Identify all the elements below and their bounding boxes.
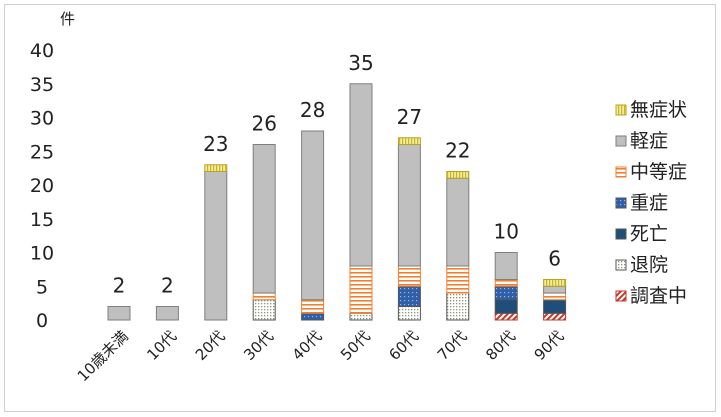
bar-segment <box>301 299 325 314</box>
legend-swatch <box>615 259 627 271</box>
bar-total-label: 26 <box>251 112 276 136</box>
bar-total-label: 22 <box>445 139 470 163</box>
bar-total-label: 10 <box>493 220 518 244</box>
bar-segment <box>252 299 276 321</box>
legend-label: 死亡 <box>630 223 668 245</box>
bar-segment <box>494 285 518 301</box>
x-tick-label: 50代 <box>337 327 374 364</box>
bar-segment <box>446 292 470 321</box>
bar-segment <box>446 265 470 294</box>
x-tick-label: 60代 <box>385 327 422 364</box>
legend-label: 重症 <box>630 192 668 214</box>
bar-segment <box>494 279 518 287</box>
bar-total-label: 23 <box>203 132 228 156</box>
x-tick-label: 20代 <box>192 327 229 364</box>
bar-total-label: 27 <box>397 105 422 129</box>
bar-segment <box>543 279 567 287</box>
legend-label: 中等症 <box>630 161 687 183</box>
x-tick-label: 10歳未満 <box>74 327 132 385</box>
y-tick-label: 5 <box>36 276 48 298</box>
bar-segment <box>349 312 373 321</box>
bar-segment <box>397 265 421 287</box>
bar-segment <box>349 265 373 314</box>
bars-group <box>107 83 567 321</box>
y-axis-ticks: 0 5 10 15 20 25 30 35 40 <box>30 40 54 332</box>
bar-segment <box>397 306 421 321</box>
y-tick-label: 40 <box>30 40 54 62</box>
y-tick-label: 35 <box>30 74 54 96</box>
bar-segment <box>446 171 470 179</box>
bar-segment <box>252 144 276 294</box>
bar-segment <box>349 83 373 267</box>
bar-segment <box>204 171 228 321</box>
bar-segment <box>301 312 325 321</box>
bar-total-label: 2 <box>161 274 174 298</box>
bar-segment <box>397 144 421 267</box>
bar-total-label: 2 <box>113 274 126 298</box>
legend-swatch <box>615 104 627 116</box>
bar-segment <box>252 292 276 301</box>
x-axis-labels: 10歳未満 10代 20代 30代 40代 50代 60代 70代 80代 90代 <box>74 327 568 385</box>
bar-segment <box>494 299 518 314</box>
bar-total-label: 28 <box>300 98 325 122</box>
y-tick-label: 25 <box>30 141 54 163</box>
bar-total-label: 35 <box>348 51 373 75</box>
y-axis-unit: 件 <box>60 10 75 28</box>
bar-segment <box>155 306 179 321</box>
bar-segment <box>204 164 228 172</box>
legend-swatch <box>615 166 627 178</box>
y-tick-label: 15 <box>30 209 54 231</box>
y-tick-label: 0 <box>36 310 48 332</box>
x-tick-label: 80代 <box>482 327 519 364</box>
legend-label: 調査中 <box>630 285 687 307</box>
bar-segment <box>543 292 567 301</box>
bar-segment <box>446 177 470 267</box>
legend-label: 退院 <box>630 254 668 276</box>
bar-segment <box>494 252 518 280</box>
y-tick-label: 10 <box>30 243 54 265</box>
legend-label: 軽症 <box>630 130 668 152</box>
legend-swatch <box>615 197 627 209</box>
legend-swatch <box>615 135 627 147</box>
x-tick-label: 40代 <box>289 327 326 364</box>
y-tick-label: 20 <box>30 175 54 197</box>
bar-segment <box>107 306 131 321</box>
bar-segment <box>494 312 518 321</box>
bar-segment <box>543 285 567 294</box>
x-tick-label: 90代 <box>531 327 568 364</box>
x-tick-label: 70代 <box>434 327 471 364</box>
bar-segment <box>301 130 325 301</box>
bar-segment <box>543 312 567 321</box>
chart-frame <box>4 4 716 412</box>
x-tick-label: 10代 <box>143 327 180 364</box>
legend-swatch <box>615 290 627 302</box>
bar-segment <box>543 299 567 314</box>
x-tick-label: 30代 <box>240 327 277 364</box>
bar-segment <box>397 137 421 145</box>
bar-segment <box>397 285 421 307</box>
legend-swatch <box>615 228 627 240</box>
legend-label: 無症状 <box>630 99 687 121</box>
bar-total-label: 6 <box>548 247 561 271</box>
y-tick-label: 30 <box>30 108 54 130</box>
